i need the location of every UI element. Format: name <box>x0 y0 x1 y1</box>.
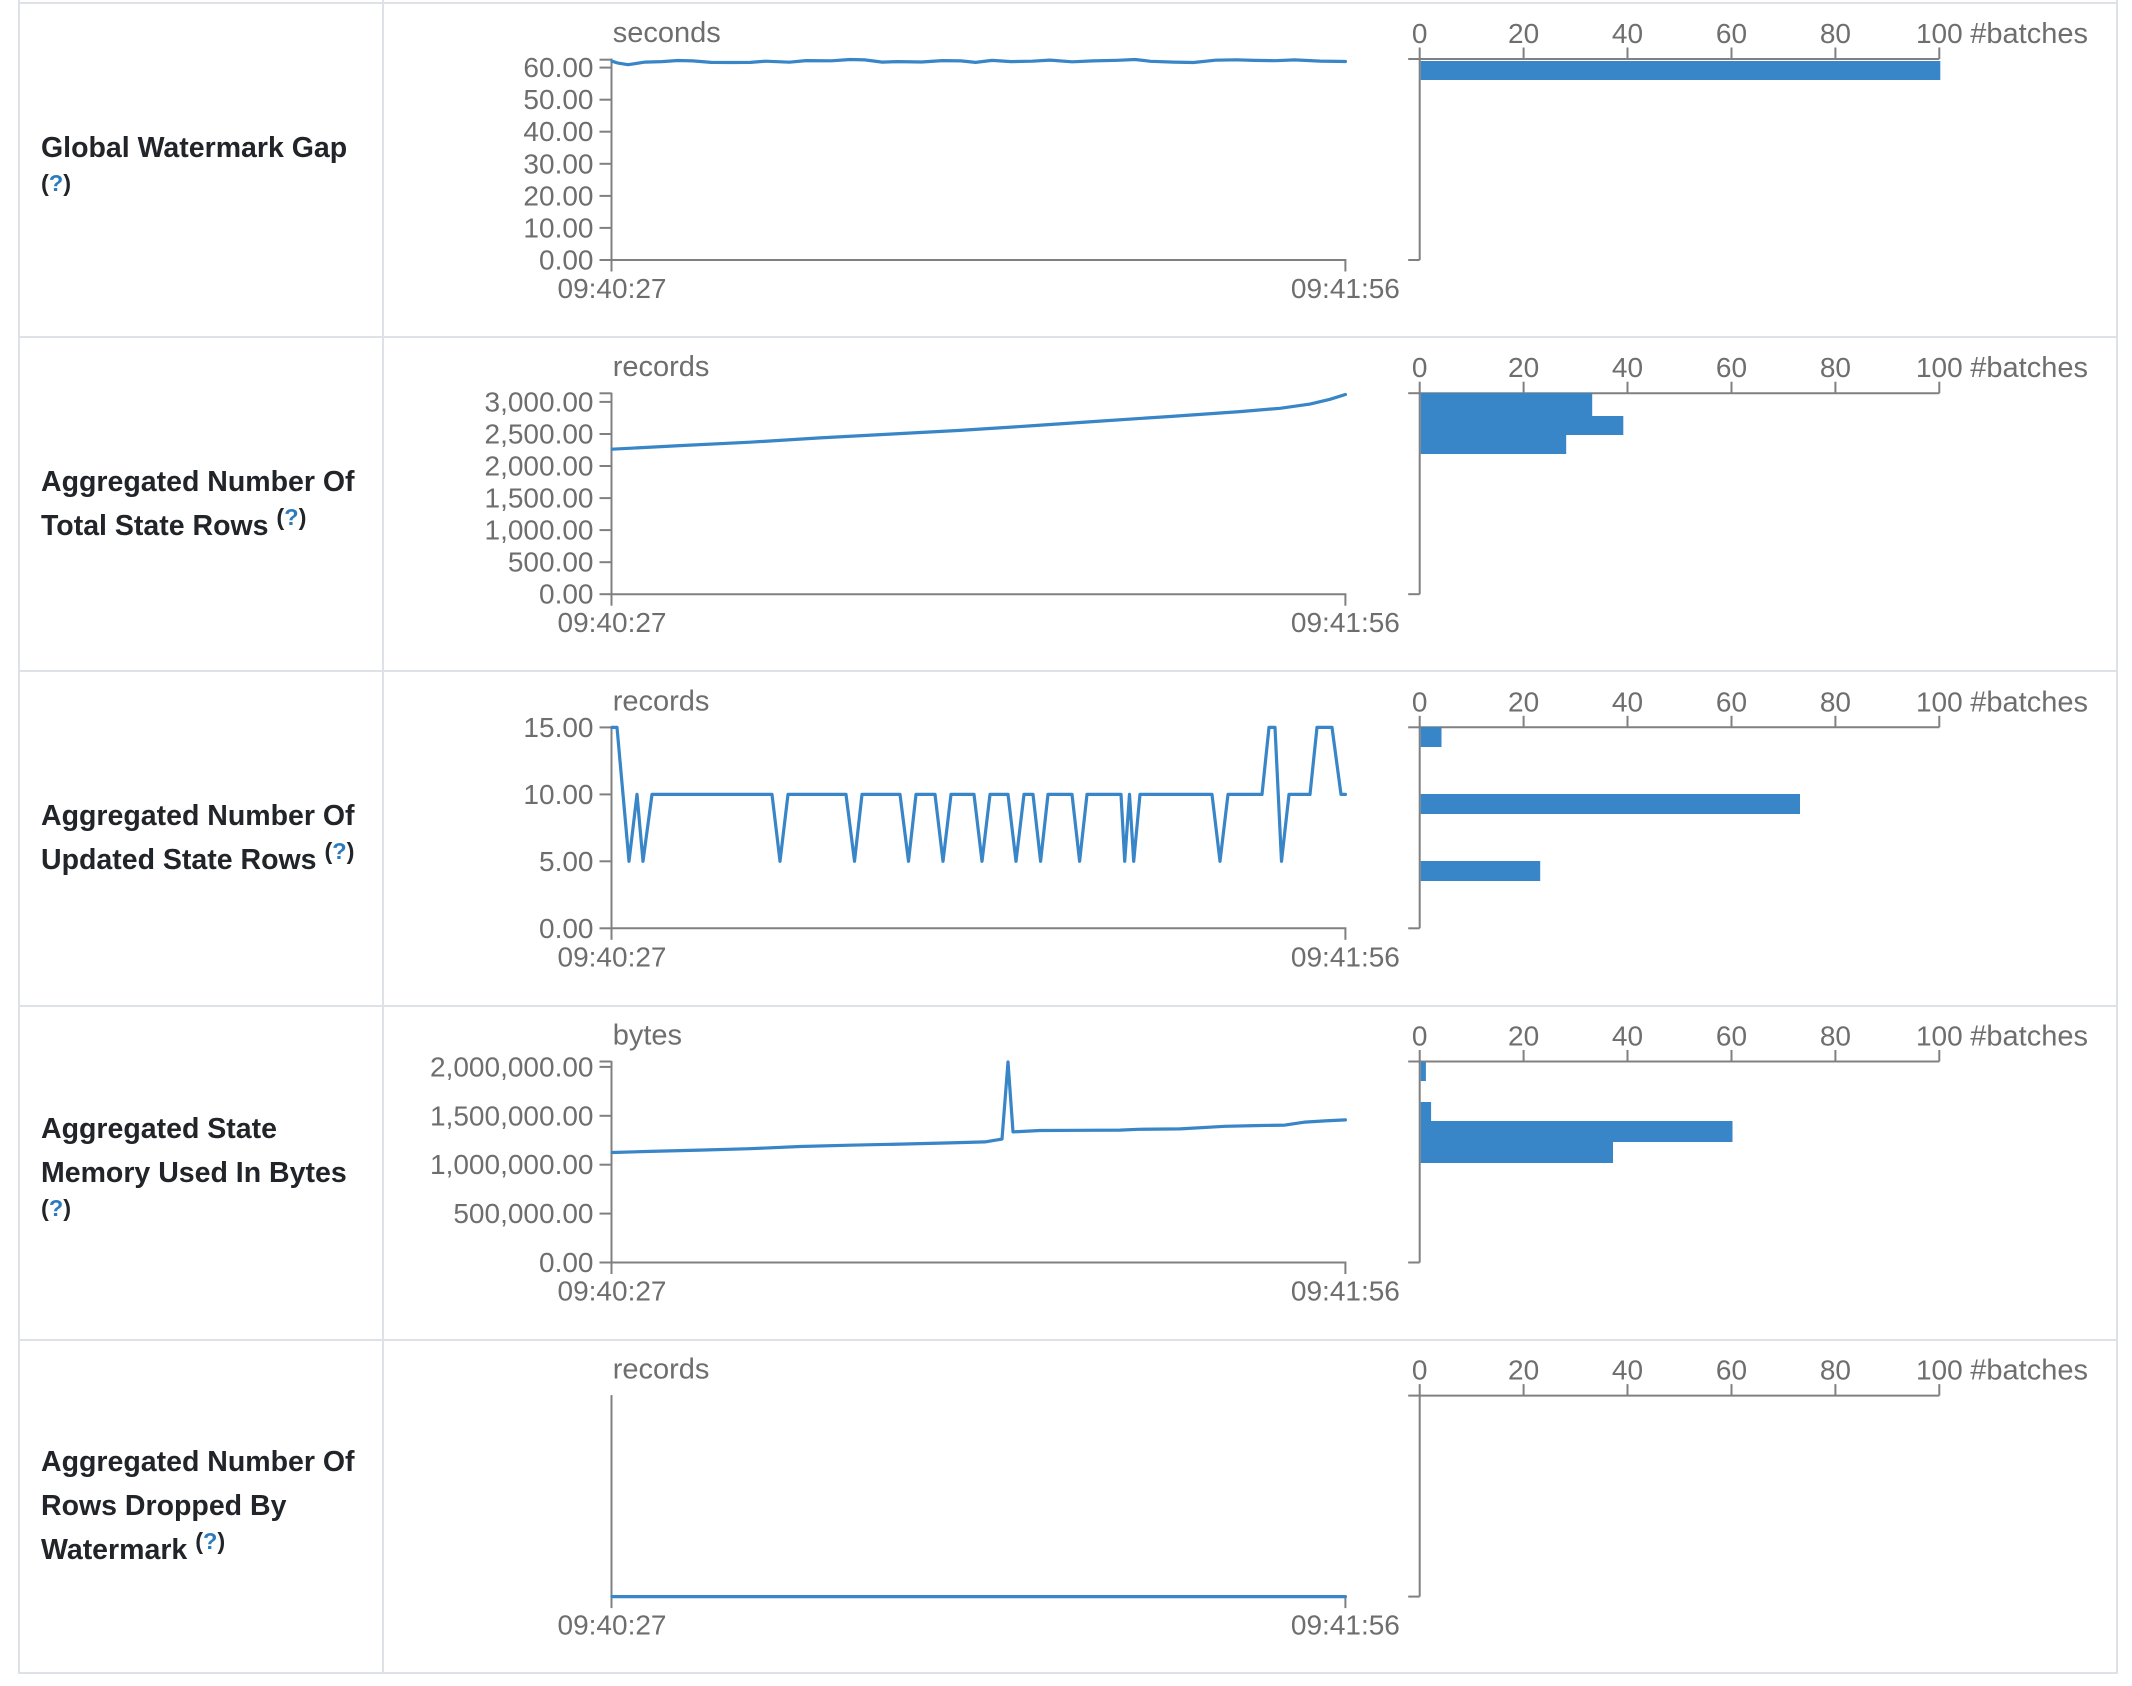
svg-text:100: 100 <box>1916 1355 1963 1386</box>
svg-text:30.00: 30.00 <box>523 148 593 179</box>
svg-text:60: 60 <box>1716 1355 1747 1386</box>
svg-text:#batches: #batches <box>1970 1355 2088 1387</box>
svg-text:#batches: #batches <box>1970 1021 2088 1053</box>
svg-text:40: 40 <box>1612 686 1643 717</box>
svg-text:60.00: 60.00 <box>523 52 593 83</box>
svg-text:0: 0 <box>1412 1355 1428 1386</box>
svg-text:20: 20 <box>1508 686 1539 717</box>
svg-text:80: 80 <box>1820 352 1851 383</box>
svg-text:40.00: 40.00 <box>523 116 593 147</box>
svg-text:100: 100 <box>1916 1021 1963 1052</box>
svg-text:500.00: 500.00 <box>508 547 594 578</box>
svg-text:40: 40 <box>1612 352 1643 383</box>
svg-text:500,000.00: 500,000.00 <box>453 1198 593 1229</box>
svg-text:0.00: 0.00 <box>539 913 594 944</box>
svg-text:09:40:27: 09:40:27 <box>558 941 667 972</box>
svg-text:80: 80 <box>1820 1021 1851 1052</box>
svg-text:60: 60 <box>1716 352 1747 383</box>
svg-text:40: 40 <box>1612 1355 1643 1386</box>
svg-text:09:40:27: 09:40:27 <box>558 273 667 304</box>
svg-text:0: 0 <box>1412 1021 1428 1052</box>
svg-text:80: 80 <box>1820 1355 1851 1386</box>
svg-text:0: 0 <box>1412 352 1428 383</box>
svg-text:40: 40 <box>1612 18 1643 49</box>
svg-text:09:40:27: 09:40:27 <box>558 1610 667 1641</box>
svg-text:0: 0 <box>1412 686 1428 717</box>
svg-text:5.00: 5.00 <box>539 846 594 877</box>
svg-text:09:41:56: 09:41:56 <box>1291 1610 1400 1641</box>
svg-text:09:40:27: 09:40:27 <box>558 1276 667 1307</box>
svg-text:40: 40 <box>1612 1021 1643 1052</box>
svg-text:10.00: 10.00 <box>523 779 593 810</box>
svg-text:0: 0 <box>1412 18 1428 49</box>
svg-text:60: 60 <box>1716 686 1747 717</box>
svg-text:#batches: #batches <box>1970 352 2088 384</box>
svg-text:60: 60 <box>1716 18 1747 49</box>
svg-text:09:41:56: 09:41:56 <box>1291 941 1400 972</box>
svg-text:#batches: #batches <box>1970 686 2088 718</box>
svg-text:10.00: 10.00 <box>523 212 593 243</box>
svg-text:0.00: 0.00 <box>539 245 594 276</box>
svg-text:#batches: #batches <box>1970 18 2088 50</box>
svg-text:09:40:27: 09:40:27 <box>558 607 667 638</box>
svg-text:0.00: 0.00 <box>539 579 594 610</box>
svg-text:100: 100 <box>1916 686 1963 717</box>
svg-text:20: 20 <box>1508 1355 1539 1386</box>
svg-text:records: records <box>613 685 710 717</box>
svg-text:50.00: 50.00 <box>523 84 593 115</box>
svg-text:0.00: 0.00 <box>539 1247 594 1278</box>
svg-text:09:41:56: 09:41:56 <box>1291 1276 1400 1307</box>
svg-text:bytes: bytes <box>613 1020 682 1052</box>
svg-text:1,000.00: 1,000.00 <box>485 515 594 546</box>
svg-text:3,000.00: 3,000.00 <box>485 386 594 417</box>
svg-text:1,000,000.00: 1,000,000.00 <box>430 1149 594 1180</box>
svg-text:09:41:56: 09:41:56 <box>1291 273 1400 304</box>
svg-text:80: 80 <box>1820 686 1851 717</box>
svg-text:1,500,000.00: 1,500,000.00 <box>430 1100 594 1131</box>
svg-text:2,000.00: 2,000.00 <box>485 451 594 482</box>
svg-text:20.00: 20.00 <box>523 180 593 211</box>
svg-text:20: 20 <box>1508 18 1539 49</box>
svg-text:100: 100 <box>1916 352 1963 383</box>
svg-text:60: 60 <box>1716 1021 1747 1052</box>
svg-text:20: 20 <box>1508 1021 1539 1052</box>
svg-text:15.00: 15.00 <box>523 712 593 743</box>
svg-text:80: 80 <box>1820 18 1851 49</box>
svg-text:records: records <box>613 351 710 383</box>
svg-text:09:41:56: 09:41:56 <box>1291 607 1400 638</box>
svg-text:2,000,000.00: 2,000,000.00 <box>430 1051 594 1082</box>
svg-text:records: records <box>613 1354 710 1386</box>
svg-text:100: 100 <box>1916 18 1963 49</box>
svg-text:seconds: seconds <box>613 17 721 49</box>
svg-text:2,500.00: 2,500.00 <box>485 419 594 450</box>
svg-text:20: 20 <box>1508 352 1539 383</box>
svg-text:1,500.00: 1,500.00 <box>485 483 594 514</box>
